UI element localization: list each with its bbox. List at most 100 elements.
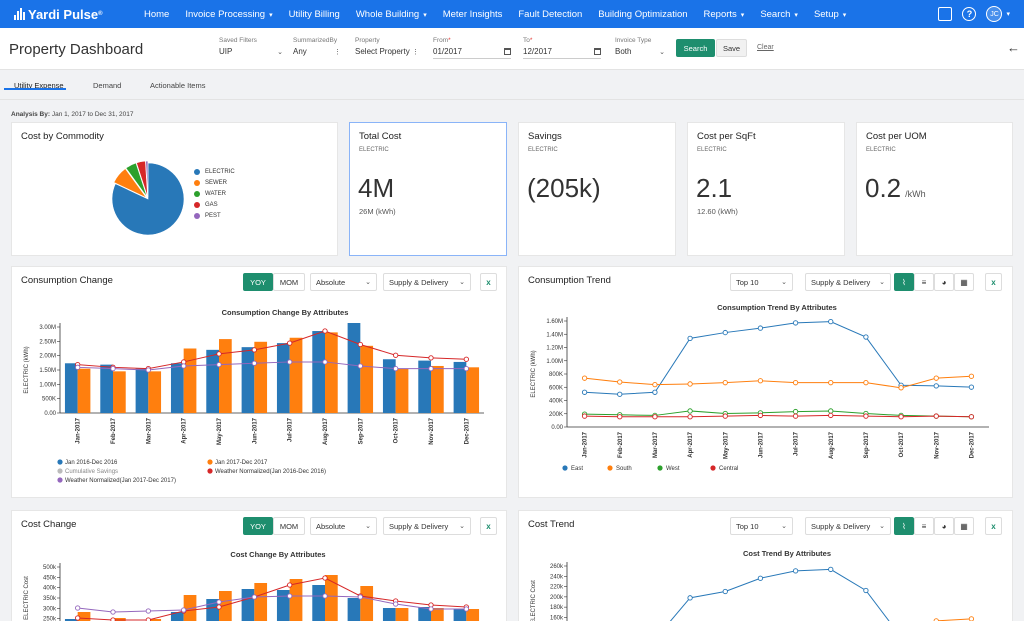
excel-export-icon[interactable]: x bbox=[480, 273, 497, 291]
bar-chart-icon[interactable]: ≡ bbox=[914, 273, 934, 291]
data-point bbox=[110, 609, 116, 615]
help-icon[interactable]: ? bbox=[962, 7, 977, 21]
data-point bbox=[181, 607, 187, 613]
nav-item-search[interactable]: Search ▾ bbox=[760, 8, 798, 20]
nav-item-invoice-processing[interactable]: Invoice Processing ▾ bbox=[185, 8, 273, 20]
savings-card[interactable]: Savings ELECTRIC (205k) bbox=[518, 122, 676, 256]
chevron-down-icon: ⌄ bbox=[365, 523, 371, 530]
cost-per-sqft-card[interactable]: Cost per SqFt ELECTRIC 2.1 12.60 (kWh) bbox=[687, 122, 845, 256]
search-button[interactable]: Search bbox=[676, 39, 715, 57]
total-cost-card[interactable]: Total Cost ELECTRIC 4M 26M (kWh) bbox=[349, 122, 507, 256]
nav-item-whole-building[interactable]: Whole Building ▾ bbox=[355, 8, 427, 20]
tab-actionable-items[interactable]: Actionable Items bbox=[150, 81, 206, 90]
legend-label: Jan 2017-Dec 2017 bbox=[215, 460, 268, 466]
y-axis-label: ELECTRIC (kWh) bbox=[531, 350, 537, 397]
data-point bbox=[968, 414, 975, 420]
bar bbox=[325, 332, 338, 413]
mode-select[interactable]: Absolute ⌄ bbox=[310, 517, 377, 535]
y-tick-label: 260k bbox=[550, 564, 564, 570]
chevron-down-icon: ▾ bbox=[842, 11, 847, 19]
bar bbox=[347, 598, 361, 621]
nav-item-meter-insights[interactable]: Meter Insights bbox=[442, 8, 503, 20]
nav-item-utility-billing[interactable]: Utility Billing bbox=[288, 8, 340, 20]
data-point bbox=[652, 389, 658, 395]
data-point bbox=[757, 325, 764, 331]
yoy-toggle[interactable]: YOY bbox=[243, 273, 273, 291]
y-tick-label: 350k bbox=[43, 596, 57, 602]
saved-filters-select[interactable]: Saved Filters UIP ⌄ bbox=[219, 37, 283, 56]
top-n-select[interactable]: Top 10 ⌄ bbox=[730, 517, 793, 535]
tab-utility-expense[interactable]: Utility Expense bbox=[14, 81, 64, 90]
back-arrow-icon[interactable]: ← bbox=[1007, 40, 1020, 55]
excel-export-icon[interactable]: x bbox=[480, 517, 497, 535]
supply-select[interactable]: Supply & Delivery ⌄ bbox=[805, 273, 891, 291]
legend-item[interactable]: GAS bbox=[194, 201, 235, 209]
cost-by-commodity-pie[interactable] bbox=[108, 159, 188, 239]
consumption-change-chart[interactable]: Consumption Change By Attributes ELECTRIC… bbox=[12, 303, 506, 493]
clear-link[interactable]: Clear bbox=[757, 44, 774, 51]
cost-trend-card: Cost Trend Top 10 ⌄ Supply & Delivery ⌄ ⌇ … bbox=[518, 510, 1013, 621]
data-point bbox=[722, 413, 728, 419]
supply-select[interactable]: Supply & Delivery ⌄ bbox=[383, 273, 471, 291]
nav-icons: ? JC ▾ bbox=[938, 0, 1024, 28]
data-point bbox=[75, 605, 81, 611]
data-point bbox=[393, 352, 399, 358]
nav-item-setup[interactable]: Setup ▾ bbox=[813, 8, 847, 20]
data-point bbox=[828, 412, 834, 419]
table-icon[interactable]: ▦ bbox=[954, 273, 974, 291]
legend-item[interactable]: SEWER bbox=[194, 179, 235, 187]
pie-chart-icon[interactable]: ◕ bbox=[934, 517, 954, 535]
calendar-icon[interactable] bbox=[594, 48, 601, 55]
legend-item[interactable]: WATER bbox=[194, 190, 235, 198]
property-select[interactable]: Property Select Property ⋮ bbox=[355, 37, 419, 56]
bar bbox=[206, 349, 219, 413]
nav-item-fault-detection[interactable]: Fault Detection bbox=[518, 8, 583, 20]
pie-chart-icon[interactable]: ◕ bbox=[934, 273, 954, 291]
y-tick-label: 450k bbox=[43, 575, 57, 581]
save-button[interactable]: Save bbox=[716, 39, 747, 57]
to-date-field[interactable]: To* 12/2017 bbox=[523, 37, 601, 59]
excel-export-icon[interactable]: x bbox=[985, 273, 1002, 291]
line-chart-icon[interactable]: ⌇ bbox=[894, 273, 914, 291]
supply-select[interactable]: Supply & Delivery ⌄ bbox=[805, 517, 891, 535]
supply-select[interactable]: Supply & Delivery ⌄ bbox=[383, 517, 471, 535]
mode-select[interactable]: Absolute ⌄ bbox=[310, 273, 377, 291]
line-chart-icon[interactable]: ⌇ bbox=[894, 517, 914, 535]
mom-toggle[interactable]: MOM bbox=[273, 273, 305, 291]
data-point bbox=[863, 334, 869, 340]
cost-per-uom-card[interactable]: Cost per UOM ELECTRIC 0.2/kWh bbox=[856, 122, 1013, 256]
legend-item[interactable]: PEST bbox=[194, 212, 235, 220]
tab-demand[interactable]: Demand bbox=[93, 81, 122, 90]
data-point bbox=[617, 379, 623, 385]
data-point bbox=[581, 389, 588, 395]
legend-item[interactable]: ELECTRIC bbox=[194, 168, 235, 176]
from-date-field[interactable]: From* 01/2017 bbox=[433, 37, 511, 59]
x-tick-label: Mar-2017 bbox=[653, 431, 659, 458]
excel-export-icon[interactable]: x bbox=[985, 517, 1002, 535]
table-icon[interactable]: ▦ bbox=[954, 517, 974, 535]
bar bbox=[276, 343, 290, 413]
legend-swatch bbox=[710, 465, 716, 471]
window-icon[interactable] bbox=[938, 7, 953, 21]
mom-toggle[interactable]: MOM bbox=[273, 517, 305, 535]
nav-item-reports[interactable]: Reports ▾ bbox=[703, 8, 745, 20]
user-avatar[interactable]: JC bbox=[986, 6, 1003, 22]
top-n-select[interactable]: Top 10 ⌄ bbox=[730, 273, 793, 291]
x-tick-label: Dec-2017 bbox=[464, 417, 470, 444]
yardi-pulse-logo[interactable]: Yardi Pulse ® bbox=[14, 7, 144, 22]
card-title: Consumption Change bbox=[21, 275, 113, 286]
invoice-type-select[interactable]: Invoice Type Both ⌄ bbox=[615, 37, 665, 56]
consumption-trend-chart[interactable]: Consumption Trend By Attributes ELECTRIC … bbox=[519, 303, 1012, 493]
summarized-by-select[interactable]: SummarizedBy Any ⋮ bbox=[293, 37, 341, 56]
chevron-down-icon: ⌄ bbox=[459, 523, 465, 530]
yoy-toggle[interactable]: YOY bbox=[243, 517, 273, 535]
bar bbox=[312, 585, 325, 621]
bar-chart-icon[interactable]: ≡ bbox=[914, 517, 934, 535]
nav-item-building-optimization[interactable]: Building Optimization bbox=[598, 8, 688, 20]
y-tick-label: 300k bbox=[43, 606, 57, 612]
nav-item-home[interactable]: Home bbox=[144, 8, 170, 20]
calendar-icon[interactable] bbox=[504, 48, 511, 55]
user-menu-caret-icon[interactable]: ▾ bbox=[1006, 11, 1010, 18]
